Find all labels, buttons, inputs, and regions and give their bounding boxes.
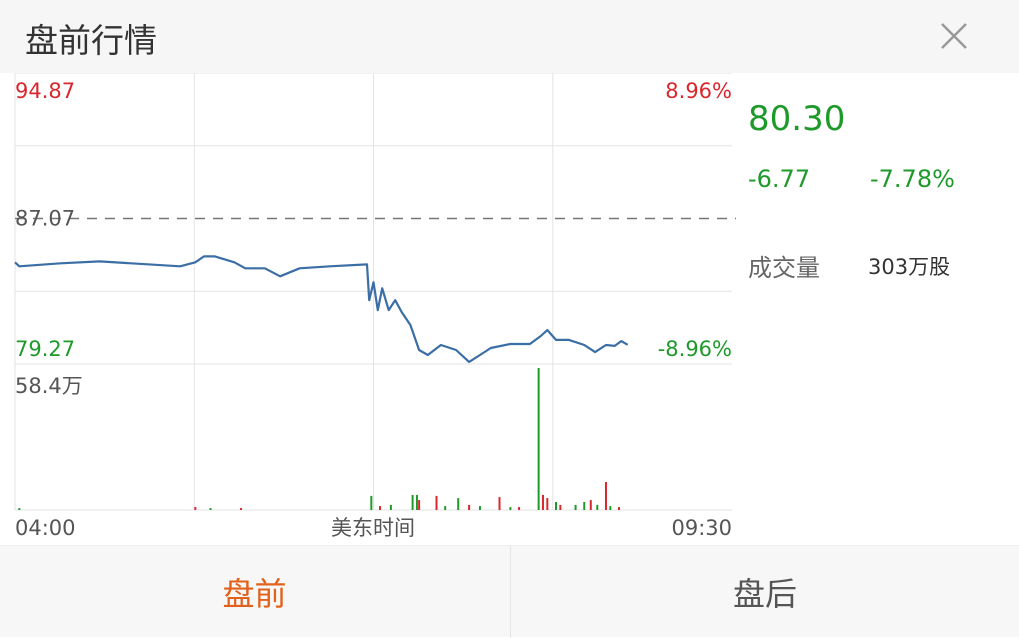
volume-bar (604, 482, 607, 510)
y-label-top: 94.87 (15, 79, 75, 103)
y-label-right-bottom: -8.96% (658, 337, 732, 361)
price-line (14, 255, 629, 363)
tab-afterhours[interactable]: 盘后 (510, 546, 1019, 638)
session-tabs: 盘前 盘后 (0, 545, 1019, 638)
volume-bar (559, 504, 562, 510)
volume-bar (618, 507, 621, 510)
price-change: -6.77 (748, 165, 811, 193)
volume-bar (518, 507, 521, 510)
volume-bar (457, 498, 460, 510)
intraday-chart: 94.87 87.07 79.27 8.96% -8.96% 58.4万 04:00 09:3… (14, 73, 736, 540)
volume-bar (194, 507, 197, 510)
volume-bar (435, 495, 438, 510)
x-tick-end: 09:30 (671, 516, 732, 540)
y-label-reference: 87.07 (15, 207, 75, 231)
volume-bar (418, 500, 421, 510)
volume-bar (589, 500, 592, 510)
price-change-percent: -7.78% (870, 165, 955, 193)
page-title: 盘前行情 (25, 21, 157, 60)
volume-bar (239, 508, 242, 510)
volume-bar (389, 504, 392, 510)
x-axis-label: 美东时间 (331, 516, 415, 540)
volume-bar (509, 507, 512, 510)
volume-bar (546, 498, 549, 510)
volume-bar (478, 506, 481, 510)
header: 盘前行情 (0, 0, 1019, 73)
last-price: 80.30 (748, 99, 846, 139)
volume-bar (18, 508, 21, 510)
close-icon[interactable] (936, 18, 972, 54)
volume-bar (415, 494, 418, 510)
volume-label: 成交量 (748, 254, 820, 282)
volume-bar (468, 504, 471, 510)
tab-premarket[interactable]: 盘前 (222, 575, 287, 613)
volume-max-label: 58.4万 (15, 374, 83, 398)
volume-bar (537, 368, 540, 510)
volume-bar (583, 501, 586, 510)
volume-bar (379, 506, 382, 510)
volume-bar (609, 506, 612, 510)
volume-bar (574, 504, 577, 510)
volume-value: 303万股 (868, 255, 951, 279)
volume-bar (596, 504, 599, 510)
volume-bar (444, 506, 447, 510)
volume-bar (498, 497, 501, 510)
volume-bar (209, 508, 212, 510)
volume-bar (555, 501, 558, 510)
x-tick-start: 04:00 (15, 516, 76, 540)
volume-bar (541, 494, 544, 510)
y-label-bottom: 79.27 (15, 337, 75, 361)
y-label-right-top: 8.96% (665, 79, 732, 103)
volume-bar (411, 494, 414, 510)
volume-bar (370, 495, 373, 510)
